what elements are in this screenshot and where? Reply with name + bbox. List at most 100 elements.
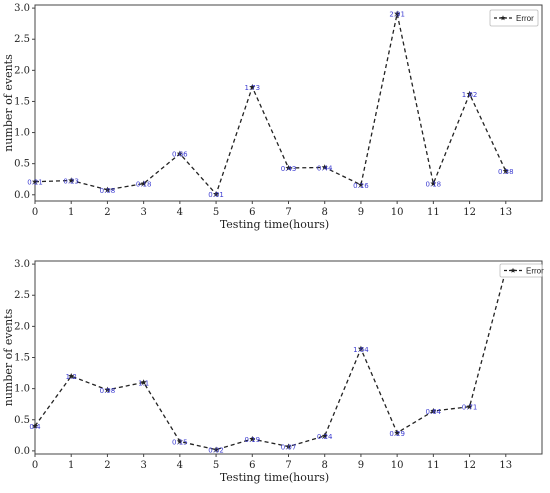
data-label: 0.18 — [426, 181, 442, 189]
data-label: 0.29 — [389, 430, 405, 438]
data-point — [31, 178, 39, 185]
x-tick-label: 0 — [32, 207, 38, 218]
data-label: 2.91 — [389, 11, 405, 19]
legend-label: Error — [516, 14, 534, 23]
y-tick-label: 2.5 — [14, 290, 30, 301]
data-label: 0.02 — [208, 447, 224, 455]
chart-top: 0.00.51.01.52.02.53.00 1 2 3 4 5 6 7 8 9 10 11 12 13T… — [2, 3, 543, 231]
x-axis-title: Testing time(hours) — [220, 218, 329, 231]
data-label: 0.66 — [172, 151, 188, 159]
data-point — [213, 446, 220, 453]
data-label: 0.44 — [317, 164, 333, 172]
data-point — [68, 177, 75, 184]
y-tick-label: 3.0 — [14, 259, 30, 270]
data-point — [430, 180, 437, 187]
data-label: 0.23 — [63, 177, 79, 185]
y-axis-title: number of events — [2, 308, 15, 406]
y-tick-label: 0.0 — [14, 446, 30, 457]
data-point — [68, 372, 75, 379]
series-line — [34, 13, 507, 196]
legend-star-icon — [500, 15, 506, 21]
data-point — [321, 164, 328, 170]
y-tick-label: 3.0 — [14, 3, 30, 14]
y-tick-label: 0.5 — [14, 415, 30, 426]
data-label: 0.01 — [208, 191, 224, 199]
x-tick-label: 8 — [322, 207, 328, 218]
legend-star-icon — [510, 267, 516, 273]
x-tick-label: 10 — [391, 460, 404, 471]
x-tick-label: 3 — [140, 207, 146, 218]
x-tick-label: 8 — [322, 460, 328, 471]
chart-bottom: 0.00.51.01.52.02.53.00 1 2 3 4 5 6 7 8 9 10 11 12 13T… — [2, 259, 544, 484]
data-point — [394, 429, 401, 436]
x-tick-label: 7 — [285, 460, 291, 471]
x-tick-label: 12 — [463, 207, 476, 218]
y-tick-label: 2.0 — [14, 321, 30, 332]
data-label: 1.73 — [244, 84, 260, 92]
x-tick-label: 5 — [213, 460, 219, 471]
x-tick-label: 0 — [32, 460, 38, 471]
y-tick-label: 0.0 — [14, 190, 30, 201]
x-tick-label: 9 — [358, 460, 364, 471]
series-line — [34, 270, 507, 451]
x-tick-label: 4 — [177, 460, 183, 471]
data-label: 0.07 — [281, 444, 297, 452]
data-label: 0.19 — [244, 436, 260, 444]
plot-frame — [34, 260, 543, 455]
data-point — [466, 90, 473, 97]
x-tick-label: 5 — [213, 207, 219, 218]
data-point — [104, 186, 111, 193]
data-point — [394, 10, 401, 17]
data-label: 0.08 — [100, 187, 116, 195]
data-point — [321, 432, 328, 439]
data-label: 0.71 — [462, 404, 478, 412]
data-point — [357, 181, 364, 188]
y-tick-label: 1.5 — [14, 353, 30, 364]
data-point — [502, 167, 509, 174]
x-axis-title: Testing time(hours) — [220, 471, 329, 484]
x-tick-label: 10 — [391, 207, 404, 218]
x-tick-label: 6 — [249, 207, 255, 218]
legend-box — [489, 9, 539, 27]
data-point — [176, 438, 183, 445]
legend-label: Error — [526, 267, 544, 276]
x-tick-label: 2 — [104, 460, 110, 471]
data-label: 0.16 — [353, 182, 369, 190]
y-tick-label: 1.0 — [14, 128, 30, 139]
data-label: 1.62 — [462, 91, 478, 99]
data-point — [285, 443, 292, 450]
y-tick-label: 2.5 — [14, 34, 30, 45]
x-tick-label: 2 — [104, 207, 110, 218]
data-label: 0.18 — [136, 181, 152, 189]
data-label: 1.64 — [353, 346, 369, 354]
data-point — [466, 403, 473, 410]
data-label: 0.4 — [29, 423, 41, 431]
x-tick-label: 4 — [177, 207, 183, 218]
data-point — [31, 422, 39, 429]
x-tick-label: 12 — [463, 460, 476, 471]
x-tick-label: 3 — [140, 460, 146, 471]
x-tick-label: 1 — [68, 207, 74, 218]
data-point — [430, 407, 437, 414]
data-label: 1.1 — [138, 379, 149, 387]
data-point — [285, 164, 292, 171]
data-point — [249, 83, 256, 90]
data-label: 0.64 — [426, 408, 442, 416]
x-tick-label: 1 — [68, 460, 74, 471]
data-label: 0.43 — [281, 165, 297, 173]
data-label: 0.15 — [172, 439, 188, 447]
y-tick-label: 2.0 — [14, 65, 30, 76]
data-point — [357, 345, 364, 352]
data-label: 1.2 — [66, 373, 77, 381]
x-tick-label: 13 — [499, 207, 512, 218]
x-tick-label: 13 — [499, 460, 512, 471]
y-tick-label: 1.5 — [14, 96, 30, 107]
x-tick-label: 7 — [285, 207, 291, 218]
data-point — [249, 435, 256, 442]
data-label: 0.24 — [317, 433, 333, 441]
x-tick-label: 11 — [427, 460, 440, 471]
data-point — [104, 386, 111, 393]
data-point — [140, 180, 147, 187]
data-label: 0.98 — [100, 387, 116, 395]
data-point — [176, 150, 183, 157]
